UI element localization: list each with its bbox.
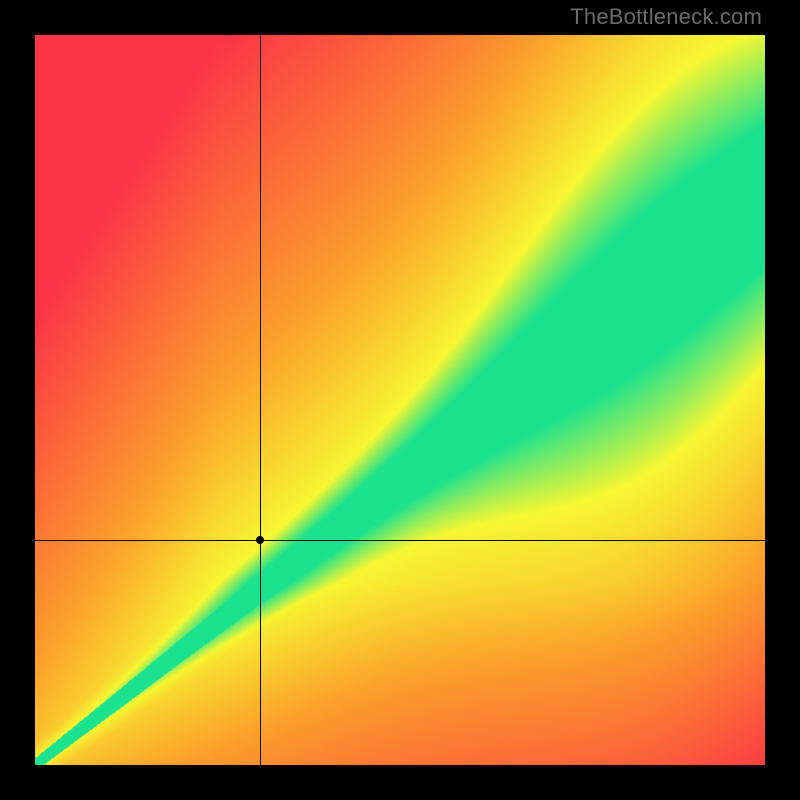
- crosshair-horizontal: [35, 540, 765, 541]
- selection-marker[interactable]: [256, 536, 264, 544]
- bottleneck-heatmap: [35, 35, 765, 765]
- crosshair-vertical: [260, 35, 261, 765]
- heatmap-canvas: [35, 35, 765, 765]
- watermark-text: TheBottleneck.com: [570, 4, 762, 30]
